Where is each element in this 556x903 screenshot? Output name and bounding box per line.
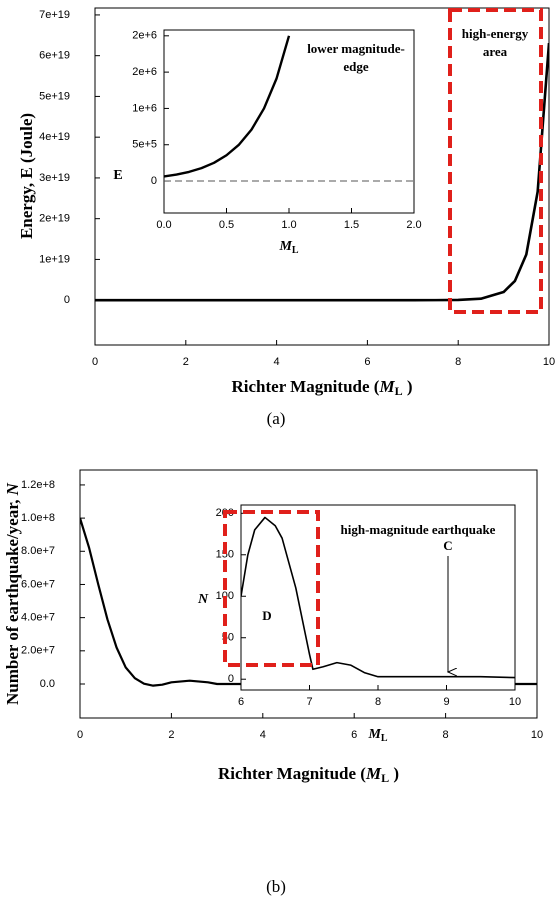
- y-tick-label: 2e+6: [132, 66, 157, 78]
- data-line: [164, 35, 291, 178]
- x-tick-label: 4: [260, 729, 266, 741]
- y-tick-label: 5e+19: [39, 90, 70, 102]
- y-tick-label: 0: [228, 673, 234, 685]
- x-axis-label: ML: [367, 727, 387, 744]
- x-axis-label-part: M: [367, 727, 381, 742]
- x-tick-label: 8: [455, 356, 461, 368]
- data-line: [95, 42, 549, 302]
- x-axis-label-part: M: [365, 764, 382, 783]
- y-axis-label-part: N: [3, 482, 22, 496]
- annotation: area: [483, 44, 508, 59]
- y-tick-label: 1e+19: [39, 253, 70, 265]
- y-tick-label: 3e+19: [39, 172, 70, 184]
- y-axis-label: Number of earthquake/year, N: [3, 482, 22, 705]
- x-tick-label: 10: [543, 356, 555, 368]
- y-tick-label: 1.0e+8: [21, 512, 55, 524]
- data-line: [241, 516, 515, 679]
- x-axis-label-part: ): [403, 377, 413, 396]
- x-axis-label-part: M: [378, 377, 395, 396]
- y-axis-label-part: Energy, E (Joule): [17, 113, 36, 239]
- annotation: high-energy: [462, 26, 529, 41]
- y-tick-label: 0: [151, 175, 157, 187]
- x-axis-label: ML: [278, 239, 298, 256]
- x-axis-label-part: Richter Magnitude (: [231, 377, 379, 396]
- y-tick-label: 0: [64, 294, 70, 306]
- x-tick-label: 1.5: [344, 219, 359, 231]
- x-tick-label: 6: [351, 729, 357, 741]
- x-axis-label-part: ): [389, 764, 399, 783]
- x-tick-label: 10: [531, 729, 543, 741]
- y-tick-label: 5e+5: [132, 139, 157, 151]
- y-tick-label: 6e+19: [39, 50, 70, 62]
- x-tick-label: 6: [238, 696, 244, 708]
- annotation: edge: [343, 59, 369, 74]
- y-tick-label: 7e+19: [39, 9, 70, 21]
- annotation: C: [443, 538, 452, 553]
- x-tick-label: 0.0: [156, 219, 171, 231]
- x-tick-label: 9: [443, 696, 449, 708]
- x-tick-label: 2: [168, 729, 174, 741]
- y-tick-label: 8.0e+7: [21, 545, 55, 557]
- caption: (b): [266, 877, 286, 896]
- plot-frame: [163, 29, 415, 214]
- y-axis-label: E: [113, 168, 122, 183]
- y-tick-label: 2.0e+7: [21, 645, 55, 657]
- y-axis-label-part: N: [197, 592, 209, 607]
- y-tick-label: 1e+6: [132, 102, 157, 114]
- y-axis-label: N: [197, 592, 209, 607]
- y-tick-label: 150: [216, 549, 234, 561]
- x-axis-label-part: M: [278, 239, 292, 254]
- y-axis-label: Energy, E (Joule): [17, 113, 36, 239]
- x-axis-label: Richter Magnitude (ML ): [231, 377, 412, 398]
- y-axis-label-part: E: [113, 168, 122, 183]
- y-tick-label: 1.2e+8: [21, 479, 55, 491]
- y-tick-label: 6.0e+7: [21, 578, 55, 590]
- annotation: high-magnitude earthquake: [341, 522, 496, 537]
- y-tick-label: 2e+6: [132, 30, 157, 42]
- x-tick-label: 4: [274, 356, 280, 368]
- x-axis-label-part: L: [395, 384, 403, 398]
- x-tick-label: 2: [183, 356, 189, 368]
- annotation: lower magnitude-: [307, 41, 405, 56]
- x-tick-label: 6: [364, 356, 370, 368]
- y-axis-label-part: Number of earthquake/year,: [3, 495, 22, 705]
- x-tick-label: 8: [443, 729, 449, 741]
- caption: (a): [267, 409, 286, 428]
- x-tick-label: 0: [77, 729, 83, 741]
- highlight-box: [223, 510, 320, 667]
- x-axis-label: Richter Magnitude (ML ): [218, 764, 399, 785]
- x-tick-label: 7: [306, 696, 312, 708]
- x-tick-label: 2.0: [406, 219, 421, 231]
- y-tick-label: 4e+19: [39, 131, 70, 143]
- x-tick-label: 10: [509, 696, 521, 708]
- y-tick-label: 4.0e+7: [21, 612, 55, 624]
- x-axis-label-part: L: [292, 245, 299, 256]
- highlight-box: [448, 8, 543, 314]
- x-tick-label: 8: [375, 696, 381, 708]
- x-tick-label: 0: [92, 356, 98, 368]
- x-axis-label-part: L: [381, 733, 388, 744]
- y-tick-label: 2e+19: [39, 213, 70, 225]
- y-tick-label: 0.0: [40, 678, 55, 690]
- x-tick-label: 0.5: [219, 219, 234, 231]
- x-axis-label-part: Richter Magnitude (: [218, 764, 366, 783]
- plot-frame: [240, 504, 516, 691]
- annotation: D: [262, 608, 271, 623]
- x-tick-label: 1.0: [281, 219, 296, 231]
- x-axis-label-part: L: [381, 771, 389, 785]
